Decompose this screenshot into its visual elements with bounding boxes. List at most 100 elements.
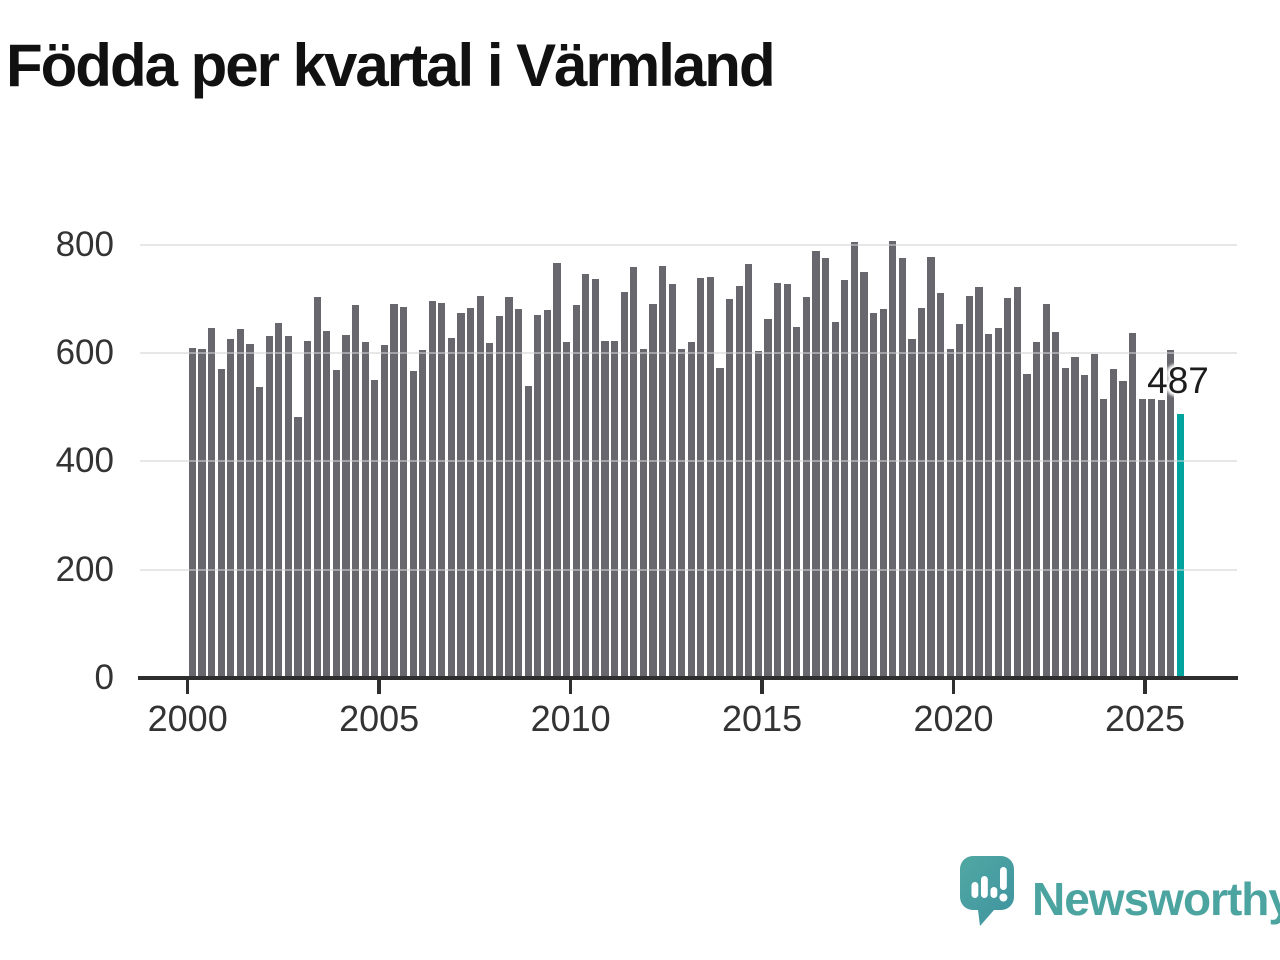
bar: [831, 321, 839, 678]
bar: [754, 350, 763, 678]
last-value-label: 487: [1147, 360, 1209, 401]
bar: [476, 296, 484, 678]
bar: [802, 297, 810, 678]
gridline-overlay-200: [140, 568, 1237, 571]
bar: [697, 278, 705, 678]
x-axis-label: 2025: [1104, 698, 1186, 739]
newsworthy-logo: Newsworthy: [960, 856, 1280, 936]
bar: [1033, 342, 1041, 678]
bar: [304, 340, 312, 678]
bar: [1119, 380, 1127, 678]
bar: [639, 348, 647, 678]
bar: [1138, 398, 1146, 678]
bar: [265, 336, 273, 678]
bar: [658, 265, 667, 678]
bar: [975, 287, 983, 678]
bar: [198, 349, 206, 678]
bar: [764, 318, 772, 678]
x-axis-tick: [185, 680, 190, 694]
bar: [1004, 298, 1012, 678]
bar: [208, 328, 216, 678]
bar: [1128, 332, 1137, 678]
bar: [582, 274, 590, 678]
bar: [1023, 374, 1031, 678]
bar: [678, 349, 686, 678]
bar: [841, 279, 849, 678]
bar: [332, 369, 340, 678]
bar: [495, 315, 504, 678]
y-axis-label: 200: [55, 549, 114, 589]
bar: [620, 292, 628, 678]
bar: [390, 304, 398, 678]
bar: [1052, 332, 1060, 678]
bar: [380, 344, 388, 678]
bar: [342, 335, 350, 678]
x-axis-tick: [568, 680, 573, 694]
bar: [1042, 304, 1050, 678]
bar: [783, 284, 791, 678]
y-axis-label: 600: [55, 333, 114, 372]
bar: [371, 380, 379, 678]
bar: [908, 338, 916, 678]
bar: [630, 267, 638, 678]
bar: [399, 306, 408, 678]
bar: [706, 276, 715, 678]
bar: [1013, 286, 1022, 678]
bar: [275, 323, 283, 678]
bar: [946, 349, 954, 678]
bar: [428, 301, 436, 678]
bar: [543, 310, 551, 678]
bar: [562, 341, 571, 678]
bar: [649, 304, 657, 678]
bar: [1167, 350, 1175, 678]
bar: [668, 283, 676, 678]
bar: [716, 368, 724, 678]
x-axis-label: 2005: [339, 698, 420, 739]
bar: [227, 339, 235, 678]
bar: [927, 256, 935, 678]
bar: [985, 334, 993, 678]
bar: [850, 241, 858, 678]
bar: [256, 386, 264, 678]
newsworthy-logo-icon: [960, 856, 1014, 926]
bar: [965, 296, 974, 678]
bar: [1071, 356, 1079, 678]
bar: [889, 240, 897, 678]
y-axis-label: 400: [55, 441, 114, 481]
bar: [467, 307, 475, 678]
bar: [486, 342, 494, 678]
bar: [917, 308, 926, 678]
bar: [937, 293, 945, 678]
gridline-overlay-800: [140, 243, 1237, 246]
bar: [313, 296, 321, 678]
bar: [246, 344, 254, 678]
bar: [860, 271, 868, 678]
bar: [601, 340, 609, 678]
x-axis-label: 2020: [913, 698, 994, 739]
x-axis-tick: [1143, 680, 1147, 694]
bar: [236, 329, 245, 678]
bar: [879, 308, 887, 678]
bar: [572, 305, 580, 678]
bar: [419, 350, 427, 678]
x-axis-label: 2015: [722, 698, 803, 739]
x-axis-tick: [377, 680, 381, 694]
bar: [553, 262, 561, 678]
bar: [409, 370, 417, 678]
newsworthy-logo-text: Newsworthy: [1032, 873, 1280, 925]
bar: [524, 385, 532, 678]
bar: [188, 347, 197, 678]
highlight-bar: [1176, 414, 1185, 678]
bar: [726, 298, 734, 678]
bar: [687, 341, 695, 678]
x-axis-tick: [951, 680, 956, 694]
bar: [898, 257, 906, 678]
bar: [869, 313, 878, 678]
bar: [1080, 375, 1089, 678]
bar: [610, 340, 619, 678]
bar: [438, 302, 446, 678]
x-axis-line: [138, 676, 1238, 680]
bar: [745, 264, 753, 678]
bar: [994, 327, 1002, 678]
